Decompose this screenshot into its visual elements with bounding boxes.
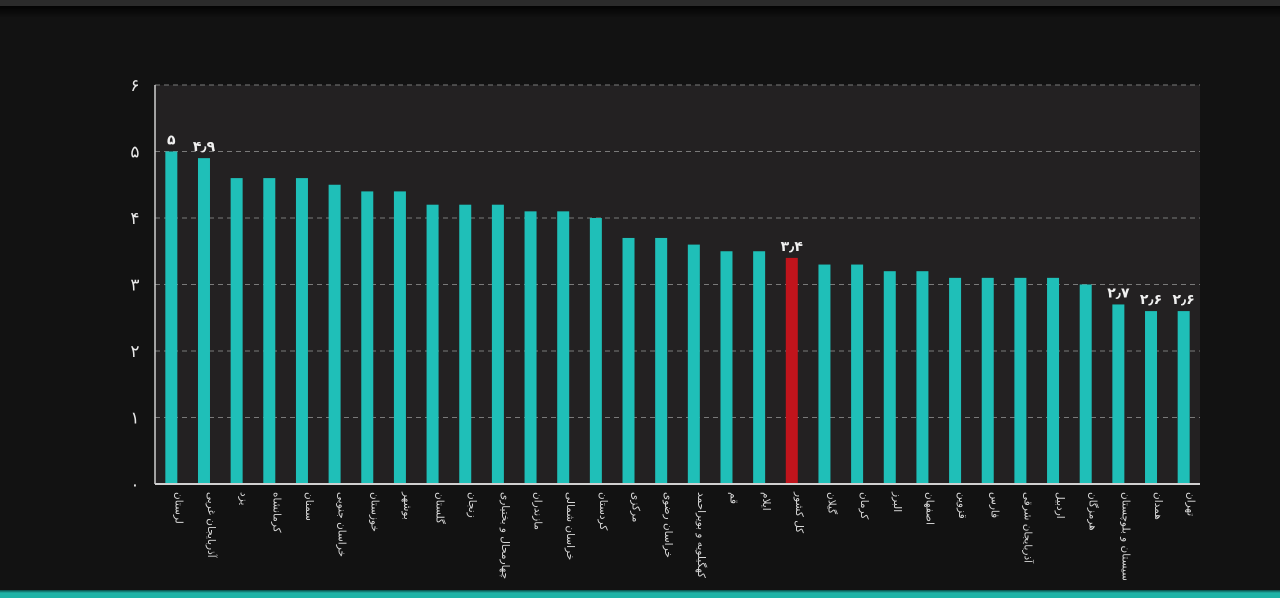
x-tick-label: اردبیل xyxy=(1054,492,1066,519)
x-tick-label: کل کشور xyxy=(793,491,805,533)
bar xyxy=(851,264,864,484)
x-tick-label: خراسان رضوی xyxy=(662,492,674,558)
bar xyxy=(622,237,635,484)
data-label: ۲٫۶ xyxy=(1173,292,1195,308)
x-tick-label: چهارمحال و بختیاری xyxy=(499,492,511,579)
bar xyxy=(1047,277,1060,484)
y-tick-label: ۴ xyxy=(130,209,139,229)
data-label: ۲٫۷ xyxy=(1107,285,1130,301)
bar xyxy=(197,158,210,484)
bar xyxy=(753,251,766,484)
x-tick-label: یزد xyxy=(238,492,250,505)
data-labels: ۵ ۴٫۹ ۳٫۴ ۲٫۷ ۲٫۶ ۲٫۶ xyxy=(167,133,1195,309)
bar xyxy=(295,178,308,484)
bar xyxy=(949,277,962,484)
bar xyxy=(1145,311,1158,484)
bars xyxy=(165,151,1190,484)
top-window-bar xyxy=(0,0,1280,6)
x-tick-label: قزوین xyxy=(956,492,968,519)
x-tick-label: مازندران xyxy=(532,492,544,530)
x-tick-label: لرستان xyxy=(172,492,184,524)
x-tick-label: فارس xyxy=(989,492,1001,518)
bar xyxy=(720,251,733,484)
x-tick-label: گلستان xyxy=(434,492,447,524)
bar xyxy=(981,277,994,484)
bar xyxy=(687,244,700,484)
x-tick-label: قم xyxy=(727,492,739,504)
bar xyxy=(524,211,537,484)
bar xyxy=(263,178,276,484)
bar xyxy=(361,191,374,484)
x-tick-label: تهران xyxy=(1185,492,1197,516)
x-tick-label: مرکزی xyxy=(630,492,642,522)
x-tick-label: گیلان xyxy=(825,492,838,514)
x-tick-label: بوشهر xyxy=(401,491,413,520)
bar xyxy=(393,191,406,484)
bar xyxy=(557,211,570,484)
bar xyxy=(230,178,243,484)
bar xyxy=(818,264,831,484)
bar xyxy=(165,151,178,484)
bar xyxy=(1112,304,1125,484)
x-tick-label: آذربایجان غربی xyxy=(205,492,218,559)
bar xyxy=(491,204,504,484)
x-tick-label: کرمانشاه xyxy=(270,492,282,533)
x-tick-label: سمنان xyxy=(303,492,315,521)
x-tick-label: کرمان xyxy=(858,492,870,519)
y-tick-label: ۱ xyxy=(130,409,139,429)
bar xyxy=(883,271,896,484)
x-tick-label: کردستان xyxy=(597,492,609,530)
bar xyxy=(1177,311,1190,484)
x-tick-label: خراسان شمالی xyxy=(564,492,576,560)
bar xyxy=(589,218,602,484)
bar-highlight xyxy=(785,257,798,484)
top-shadow xyxy=(0,6,1280,18)
y-tick-label: ۳ xyxy=(130,276,139,296)
x-tick-label: البرز xyxy=(891,491,903,512)
x-tick-label: خراسان جنوبی xyxy=(336,492,348,557)
bar xyxy=(1014,277,1027,484)
data-label: ۴٫۹ xyxy=(193,139,216,155)
bar xyxy=(1079,284,1092,484)
y-axis-ticks: ۰ ۱ ۲ ۳ ۴ ۵ ۶ xyxy=(130,76,139,495)
x-tick-label: ایلام xyxy=(760,492,772,511)
bar xyxy=(916,271,929,484)
x-tick-label: هرمزگان xyxy=(1087,492,1100,531)
bar xyxy=(459,204,472,484)
data-label: ۳٫۴ xyxy=(781,239,804,255)
x-tick-label: خوزستان xyxy=(368,492,380,532)
y-tick-label: ۶ xyxy=(130,76,139,96)
y-tick-label: ۵ xyxy=(130,143,139,163)
bar xyxy=(426,204,439,484)
data-label: ۲٫۶ xyxy=(1140,292,1162,308)
x-tick-label: همدان xyxy=(1152,492,1164,520)
bottom-accent-band xyxy=(0,590,1280,598)
x-tick-label: کهگیلویه و بویراحمد xyxy=(695,492,708,578)
x-tick-label: اصفهان xyxy=(923,492,935,525)
data-label: ۵ xyxy=(167,133,176,149)
bar xyxy=(655,237,668,484)
x-tick-label: آذربایجان شرقی xyxy=(1021,492,1034,564)
y-tick-label: ۰ xyxy=(130,475,139,495)
y-tick-label: ۲ xyxy=(130,342,139,362)
x-axis-labels: لرستان آذربایجان غربی یزد کرمانشاه سمنان خراس… xyxy=(172,491,1196,581)
bar xyxy=(328,184,341,484)
x-tick-label: سیستان و بلوچستان xyxy=(1119,492,1131,581)
x-tick-label: زنجان xyxy=(466,492,478,518)
